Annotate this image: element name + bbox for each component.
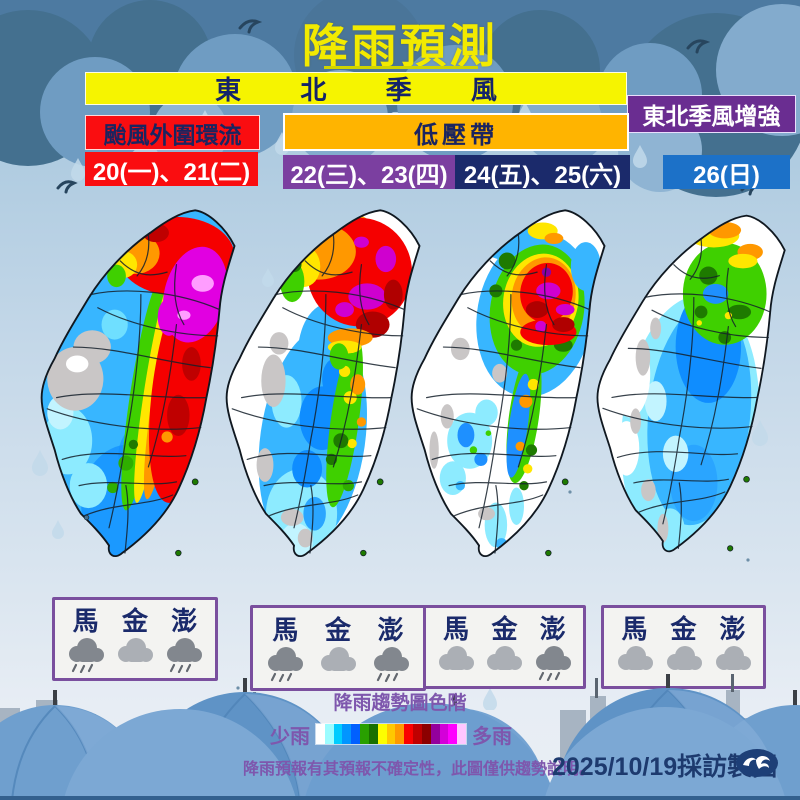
page-title: 降雨預測 (302, 20, 498, 72)
island-weather-entry: 澎 (533, 616, 573, 681)
rain-map-day24-25 (410, 209, 606, 558)
rain-cloud-icon (535, 645, 571, 681)
disclaimer-text: 降雨預報有其預報不確定性，此圖僅供趨勢說明。 (243, 761, 596, 778)
banner-northeast-monsoon: 東 北 季 風 (85, 72, 627, 105)
color-scale-segment (457, 724, 467, 744)
cloud-icon (487, 645, 523, 670)
rain-cloud-icon (268, 646, 304, 682)
color-scale-segment (395, 724, 405, 744)
banner-typhoon-circulation: 颱風外圍環流 (85, 115, 260, 150)
islands-weather-box-day20-21: 馬金澎 (52, 597, 218, 681)
color-scale-segment (342, 724, 352, 744)
color-scale-segment (448, 724, 458, 744)
legend-less-label: 少雨 (270, 725, 310, 748)
color-scale-segment (316, 724, 325, 744)
cloud-icon (439, 645, 475, 670)
date-band-fri-sat: 24(五)、25(六) (455, 155, 630, 189)
legend-title: 降雨趨勢圖色階 (333, 693, 467, 714)
island-label: 金 (324, 614, 351, 645)
color-scale-segment (324, 724, 334, 744)
color-scale-segment (439, 724, 449, 744)
color-scale-segment (360, 724, 369, 744)
islands-weather-box-day22-23: 馬金澎 (250, 605, 426, 691)
banner-monsoon-strengthen: 東北季風增強 (627, 95, 796, 133)
island-label: 金 (121, 605, 148, 636)
umbrella-tops (0, 674, 800, 800)
island-label: 馬 (272, 614, 299, 645)
island-label: 金 (670, 613, 697, 644)
islands-weather-box-day26: 馬金澎 (601, 605, 766, 689)
island-weather-entry: 金 (484, 616, 524, 681)
legend-row: 少雨 多雨 (270, 722, 530, 748)
cloud-icon (715, 645, 751, 670)
island-label: 澎 (171, 605, 198, 636)
island-weather-entry: 澎 (164, 608, 204, 673)
island-weather-entry: 金 (318, 617, 358, 682)
color-scale-segment (386, 724, 396, 744)
island-label: 澎 (539, 613, 566, 644)
island-weather-entry: 馬 (265, 617, 305, 682)
cwa-wave-logo (736, 749, 778, 777)
island-weather-entry: 馬 (66, 608, 106, 673)
rain-cloud-icon (68, 637, 104, 673)
island-weather-entry: 金 (115, 608, 155, 673)
color-scale-segment (413, 724, 422, 744)
island-label: 馬 (72, 605, 99, 636)
cloud-icon (117, 637, 153, 662)
date-band-mon-tue: 20(一)、21(二) (85, 152, 258, 186)
city-umbrellas-background (0, 674, 800, 800)
island-label: 澎 (719, 613, 746, 644)
rain-map-day26 (596, 214, 786, 553)
banner-low-pressure: 低壓帶 (283, 113, 629, 151)
island-label: 金 (491, 613, 518, 644)
legend-more-label: 多雨 (472, 725, 512, 748)
color-scale-segment (421, 724, 431, 744)
islands-weather-box-day24-25: 馬金澎 (423, 605, 586, 689)
rain-map-day20-21 (40, 209, 236, 558)
color-scale-segment (351, 724, 361, 744)
color-scale-segment (377, 724, 387, 744)
rain-cloud-icon (167, 637, 203, 673)
credit-text: 2025/10/19採訪製圖 (552, 753, 778, 781)
island-label: 馬 (621, 613, 648, 644)
rain-cloud-icon (373, 646, 409, 682)
color-scale-segment (333, 724, 343, 744)
island-weather-entry: 馬 (436, 616, 476, 681)
color-scale-segment (430, 724, 440, 744)
island-weather-entry: 澎 (713, 616, 753, 681)
island-weather-entry: 金 (664, 616, 704, 681)
color-scale-segment (368, 724, 378, 744)
date-band-sun: 26(日) (663, 155, 790, 189)
island-label: 澎 (377, 614, 404, 645)
cloud-icon (666, 645, 702, 670)
rain-map-day22-23 (225, 209, 421, 558)
island-weather-entry: 馬 (615, 616, 655, 681)
island-label: 馬 (443, 613, 470, 644)
cloud-icon (617, 645, 653, 670)
title-underline (324, 66, 478, 69)
color-scale-segment (404, 724, 414, 744)
date-band-wed-thu: 22(三)、23(四) (283, 155, 455, 189)
rainfall-color-scale (316, 724, 467, 744)
island-weather-entry: 澎 (371, 617, 411, 682)
cloud-icon (320, 646, 356, 671)
